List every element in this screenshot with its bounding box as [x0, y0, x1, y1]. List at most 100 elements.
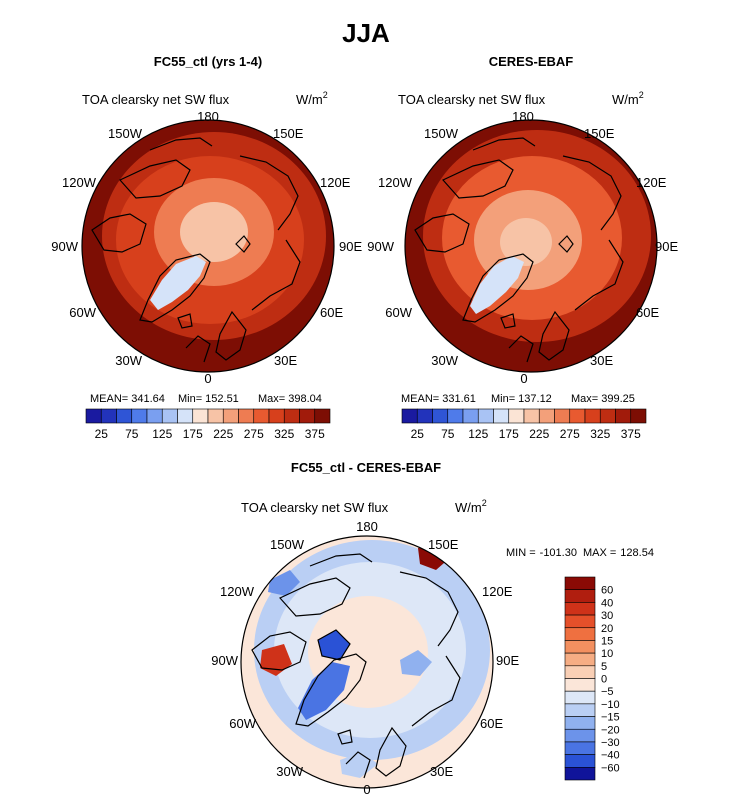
colorbar-swatch	[493, 408, 510, 424]
stat-min: -101.30	[540, 547, 577, 559]
panel-model-stats: MEAN= 341.64 Min= 152.51 Max= 398.04	[90, 393, 322, 405]
colorbar-swatch	[564, 614, 596, 629]
lon-label: 90E	[496, 653, 519, 668]
lon-label: 120W	[62, 175, 97, 190]
colorbar-swatch	[564, 589, 596, 603]
panel-obs-field-label: TOA clearsky net SW flux	[398, 92, 546, 107]
panel-model-units: W/m2	[296, 90, 328, 107]
colorbar-tick-label: 125	[152, 427, 172, 441]
lon-label: 150W	[424, 126, 459, 141]
colorbar-swatch	[564, 754, 596, 768]
lon-label: 120E	[482, 584, 513, 599]
stat-mean-label: MEAN=	[90, 393, 128, 405]
greenland-field	[150, 256, 206, 310]
colorbar-tick-label: −20	[601, 724, 620, 736]
panel-obs-map-border	[404, 119, 658, 373]
negative-anomaly-siberia	[400, 650, 432, 676]
colorbar-swatch	[564, 716, 596, 730]
panel-diff-units: W/m2	[455, 498, 487, 515]
lon-label: 90W	[367, 239, 394, 254]
colorbar-swatch	[615, 408, 632, 424]
lon-label: 120W	[220, 584, 255, 599]
colorbar-swatch	[401, 408, 418, 424]
colorbar-tick-label: 75	[441, 427, 455, 441]
lon-label: 90W	[51, 239, 78, 254]
negative-anomaly-alaska	[268, 570, 300, 596]
colorbar-tick-label: 275	[560, 427, 580, 441]
panel-model-map-border	[81, 119, 335, 373]
colorbar-tick-label: 375	[305, 427, 325, 441]
colorbar-swatch	[564, 576, 596, 590]
colorbar-tick-label: −30	[601, 737, 620, 749]
lon-label: 90E	[339, 239, 362, 254]
stat-mean: 331.61	[442, 393, 476, 405]
negative-anomaly-greenland	[298, 662, 350, 720]
lon-label: 30E	[430, 764, 453, 779]
colorbar-tick-label: 375	[621, 427, 641, 441]
colorbar-swatch	[131, 408, 148, 424]
stat-max-label: Max=	[571, 393, 598, 405]
colorbar-swatch	[447, 408, 464, 424]
panel-model-title: FC55_ctl (yrs 1-4)	[154, 54, 262, 69]
lon-label: 180	[356, 519, 378, 534]
stat-max-label: Max=	[258, 393, 285, 405]
colorbar-tick-label: −10	[601, 699, 620, 711]
colorbar-swatch	[192, 408, 209, 424]
lon-label: 180	[197, 109, 219, 124]
colorbar-tick-label: 225	[213, 427, 233, 441]
panel-diff: FC55_ctl - CERES-EBAF TOA clearsky net S…	[211, 460, 654, 797]
stat-min-label: Min=	[491, 393, 515, 405]
colorbar-tick-label: 5	[601, 661, 607, 673]
colorbar-tick-label: 175	[183, 427, 203, 441]
colorbar-swatch	[100, 408, 117, 424]
colorbar-swatch	[564, 703, 596, 717]
colorbar-swatch	[477, 408, 494, 424]
lon-label: 150W	[108, 126, 143, 141]
colorbar-tick-label: 325	[590, 427, 610, 441]
lon-label: 120E	[636, 175, 667, 190]
colorbar-swatch	[569, 408, 586, 424]
colorbar-swatch	[207, 408, 224, 424]
lon-label: 30E	[590, 353, 613, 368]
lon-label: 60E	[320, 305, 343, 320]
colorbar-tick-label: 60	[601, 585, 613, 597]
field-band-central-arctic	[500, 218, 552, 266]
lon-label: 60W	[69, 305, 96, 320]
colorbar-swatch	[564, 627, 596, 641]
panel-obs: CERES-EBAF TOA clearsky net SW flux W/m2…	[367, 54, 678, 441]
colorbar-swatch	[116, 408, 133, 424]
colorbar-swatch	[177, 408, 194, 424]
lon-label: 0	[204, 371, 211, 386]
colorbar-swatch	[222, 408, 239, 424]
colorbar-swatch	[432, 408, 449, 424]
colorbar-swatch	[564, 767, 596, 781]
colorbar-swatch	[299, 408, 316, 424]
lon-label: 150W	[270, 537, 305, 552]
colorbar-swatch	[564, 728, 596, 743]
panel-model-coastlines	[91, 137, 301, 363]
colorbar-swatch	[564, 652, 596, 667]
stat-min-label: Min=	[178, 393, 202, 405]
panel-diff-map	[241, 536, 493, 788]
colorbar-tick-label: −60	[601, 762, 620, 774]
colorbar-swatch	[161, 408, 178, 424]
colorbar-tick-label: 15	[601, 635, 613, 647]
colorbar-swatch	[564, 640, 596, 654]
svg-text:MEAN=331.61: MEAN= 331.61	[401, 393, 476, 405]
panel-diff-field-label: TOA clearsky net SW flux	[241, 500, 389, 515]
colorbar-swatch	[584, 408, 601, 424]
svg-text:Max=399.25: Max= 399.25	[571, 393, 635, 405]
panel-model-field-label: TOA clearsky net SW flux	[82, 92, 230, 107]
colorbar-swatch	[630, 408, 647, 424]
colorbar-swatch	[538, 408, 555, 424]
lon-label: 60E	[636, 305, 659, 320]
panel-diff-coastlines	[251, 553, 461, 779]
lon-label: 90W	[211, 653, 238, 668]
panel-model-map	[82, 120, 334, 372]
colorbar-swatch	[85, 408, 102, 424]
colorbar-tick-label: 125	[468, 427, 488, 441]
lon-label: 30W	[431, 353, 458, 368]
colorbar-swatch	[462, 408, 479, 424]
svg-text:Max=398.04: Max= 398.04	[258, 393, 322, 405]
